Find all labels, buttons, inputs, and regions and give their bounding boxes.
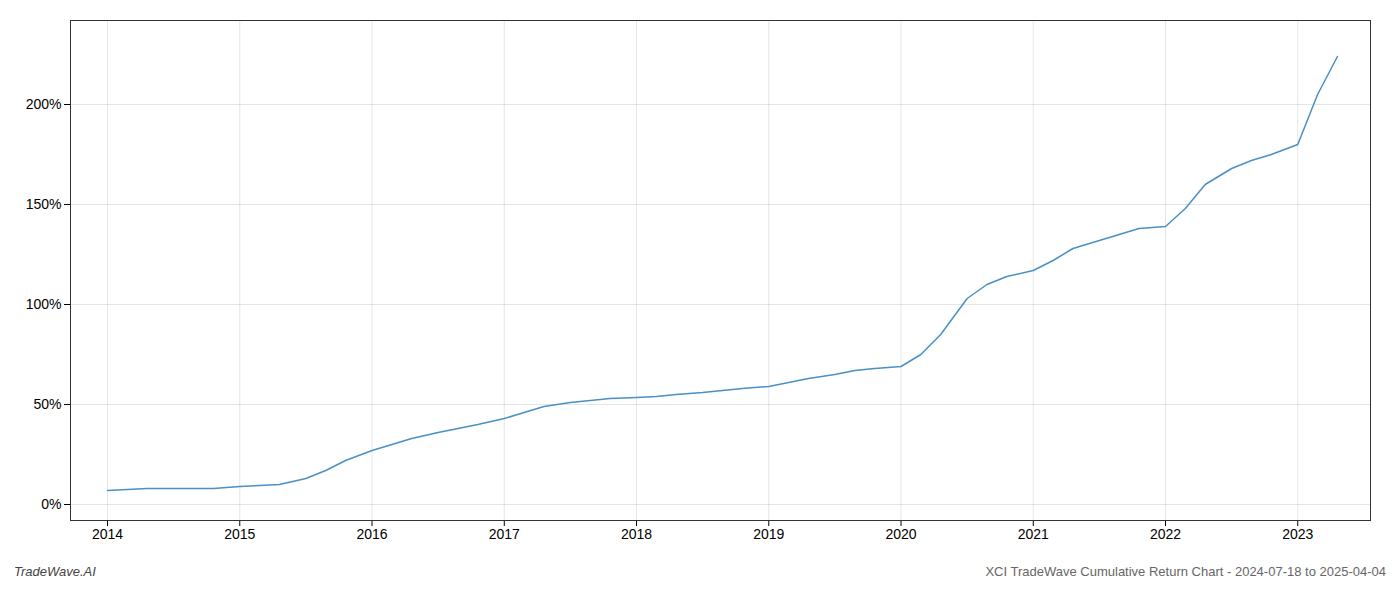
svg-text:2018: 2018 xyxy=(621,526,652,542)
svg-text:100%: 100% xyxy=(26,296,62,312)
svg-text:2019: 2019 xyxy=(753,526,784,542)
svg-text:2016: 2016 xyxy=(356,526,387,542)
svg-text:2022: 2022 xyxy=(1150,526,1181,542)
svg-text:2017: 2017 xyxy=(489,526,520,542)
svg-text:2014: 2014 xyxy=(92,526,123,542)
svg-text:0%: 0% xyxy=(41,496,61,512)
html-text:TradeWave.AI: TradeWave.AI xyxy=(14,564,96,579)
svg-text:2021: 2021 xyxy=(1018,526,1049,542)
svg-text:50%: 50% xyxy=(33,396,61,412)
svg-text:200%: 200% xyxy=(26,96,62,112)
svg-text:150%: 150% xyxy=(26,196,62,212)
svg-text:2023: 2023 xyxy=(1282,526,1313,542)
html-text:XCI TradeWave Cumulative Retur: XCI TradeWave Cumulative Return Chart - … xyxy=(985,564,1386,579)
svg-text:2015: 2015 xyxy=(224,526,255,542)
svg-text:2020: 2020 xyxy=(885,526,916,542)
